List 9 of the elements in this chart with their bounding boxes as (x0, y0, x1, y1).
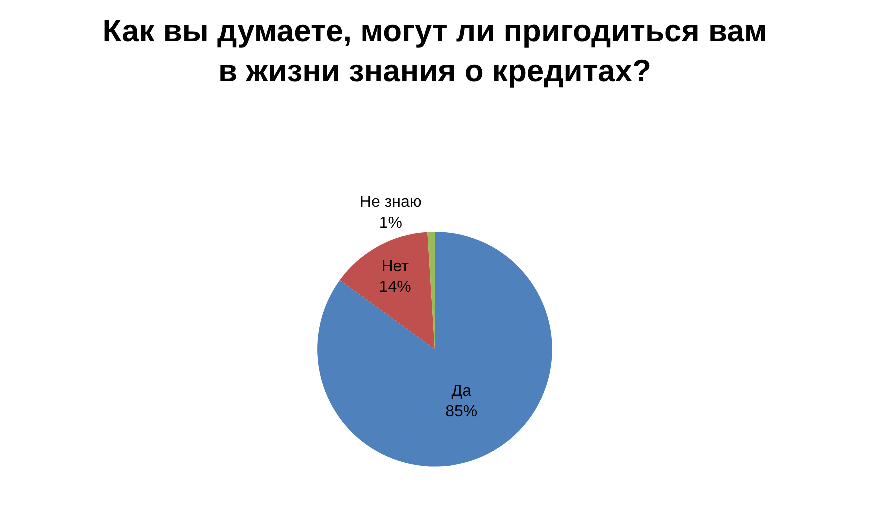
chart-title: Как вы думаете, могут ли пригодиться вам в жизни знания о кредитах? (102, 13, 768, 89)
pie-slice (318, 232, 552, 467)
slice-label: Да (452, 382, 472, 400)
slice-label: Не знаю (360, 194, 422, 212)
data-label: 85% (446, 404, 478, 421)
data-label: 1% (379, 215, 402, 232)
pie-slice (340, 232, 435, 350)
slice-label: Нет (382, 258, 410, 276)
data-label: 14% (379, 279, 412, 296)
